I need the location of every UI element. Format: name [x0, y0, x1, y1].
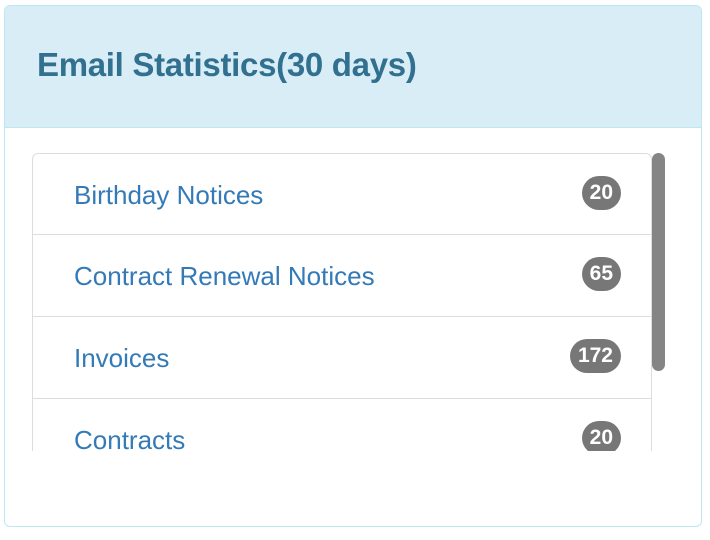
- count-badge: 65: [581, 257, 621, 291]
- list-item-contract-renewal-notices[interactable]: Contract Renewal Notices 65: [32, 235, 652, 317]
- stats-list: Birthday Notices 20 Contract Renewal Not…: [32, 153, 652, 451]
- list-item-birthday-notices[interactable]: Birthday Notices 20: [32, 153, 652, 235]
- stats-list-viewport[interactable]: Birthday Notices 20 Contract Renewal Not…: [32, 153, 652, 451]
- panel-heading: Email Statistics(30 days): [5, 6, 701, 128]
- item-label[interactable]: Invoices: [74, 343, 170, 373]
- count-badge: 20: [581, 421, 621, 451]
- list-item-invoices[interactable]: Invoices 172: [32, 317, 652, 399]
- item-label[interactable]: Birthday Notices: [74, 180, 264, 210]
- scrollbar-thumb[interactable]: [652, 153, 665, 371]
- item-label[interactable]: Contracts: [74, 425, 186, 451]
- count-badge: 20: [581, 176, 621, 210]
- list-item-contracts[interactable]: Contracts 20: [32, 399, 652, 451]
- item-label[interactable]: Contract Renewal Notices: [74, 261, 375, 291]
- panel-title: Email Statistics(30 days): [37, 45, 417, 83]
- count-badge: 172: [569, 339, 621, 373]
